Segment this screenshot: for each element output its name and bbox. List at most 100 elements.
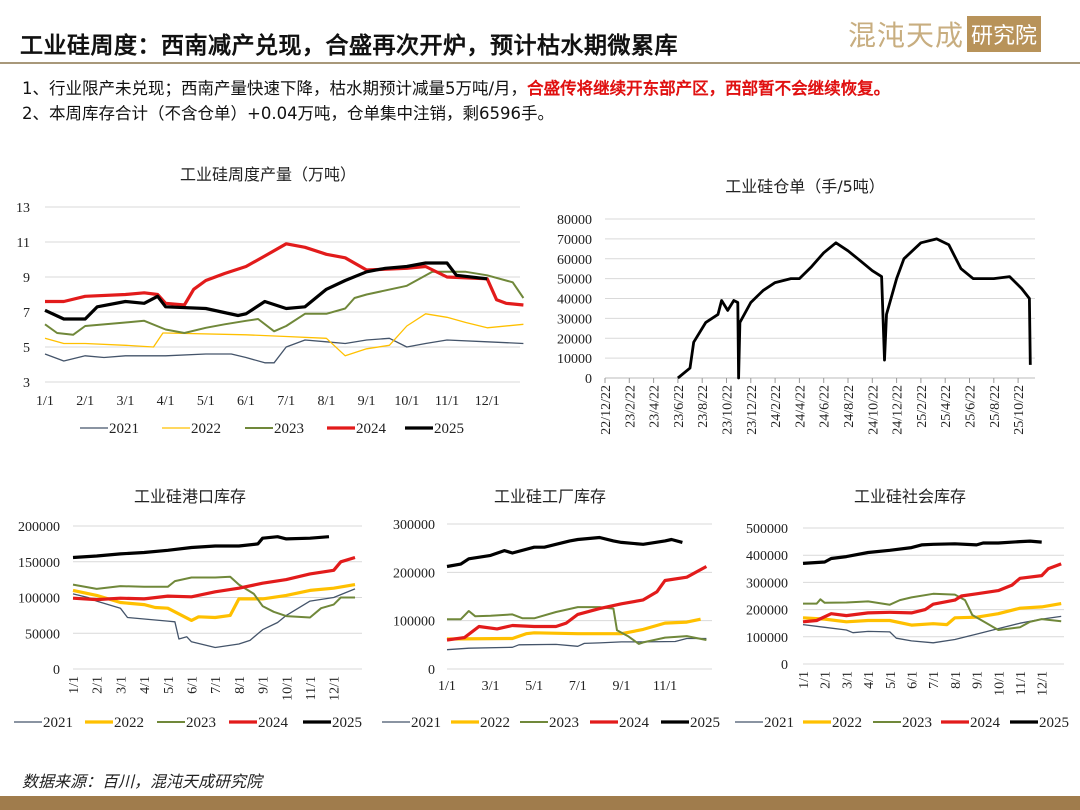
x-tick-label: 12/1 bbox=[328, 676, 343, 701]
x-tick-label: 23/10/22 bbox=[721, 385, 736, 435]
x-tick-label: 1/1 bbox=[438, 679, 456, 694]
x-tick-label: 24/12/22 bbox=[891, 385, 906, 435]
x-tick-label: 9/1 bbox=[612, 679, 630, 694]
series-line-2022 bbox=[802, 602, 1062, 627]
chart-production: 工业硅周度产量（万吨） 3 5 7 9 11 13 1/1 2/1 3/1 4/1 5/1 6/1 7/1… bbox=[16, 165, 525, 437]
chart-factory: 工业硅工厂库存 0 100000 200000 300000 1/1 3/1 5/1 7/1 9/… bbox=[382, 487, 720, 731]
x-tick-label: 12/1 bbox=[475, 394, 500, 409]
chart-title: 工业硅社会库存 bbox=[854, 487, 966, 506]
series-line-2022 bbox=[44, 313, 524, 357]
y-tick-label: 3 bbox=[23, 376, 30, 391]
x-tick-label: 2/1 bbox=[76, 394, 94, 409]
header-divider bbox=[0, 62, 1080, 64]
logo-brand: 混沌天成 bbox=[848, 19, 965, 52]
y-tick-label: 5 bbox=[23, 341, 30, 356]
legend-label: 2021 bbox=[43, 715, 73, 731]
x-tick-label: 4/1 bbox=[157, 394, 175, 409]
y-tick-label: 0 bbox=[781, 658, 788, 673]
x-tick-label: 10/1 bbox=[394, 394, 419, 409]
chart-title: 工业硅工厂库存 bbox=[494, 487, 606, 506]
legend-label: 2025 bbox=[690, 715, 720, 731]
x-tick-label: 24/10/22 bbox=[866, 385, 881, 435]
x-tick-label: 22/12/22 bbox=[599, 385, 614, 435]
series-line-2023 bbox=[803, 592, 1062, 631]
x-tick-label: 23/2/22 bbox=[623, 385, 638, 428]
note-1-highlight: 合盛传将继续开东部产区，西部暂不会继续恢复。 bbox=[527, 79, 891, 98]
x-tick-label: 3/1 bbox=[114, 676, 129, 694]
y-tick-label: 100000 bbox=[18, 592, 60, 607]
x-tick-label: 5/1 bbox=[197, 394, 215, 409]
chart-social: 工业硅社会库存 0 100000 200000 300000 400000 500000 1/… bbox=[735, 487, 1069, 731]
y-tick-label: 500000 bbox=[746, 522, 788, 537]
note-1-text: 1、行业限产未兑现；西南产量快速下降，枯水期预计减量5万吨/月， bbox=[22, 79, 528, 98]
x-tick-label: 10/1 bbox=[280, 676, 295, 701]
x-tick-label: 2/1 bbox=[91, 676, 106, 694]
logo: 混沌天成 研究院 bbox=[848, 14, 1042, 54]
y-tick-label: 30000 bbox=[557, 312, 592, 327]
series-line-2024 bbox=[72, 555, 356, 602]
logo-box: 研究院 bbox=[967, 16, 1042, 52]
legend-label: 2023 bbox=[186, 715, 216, 731]
x-tick-label: 9/1 bbox=[358, 394, 376, 409]
series-line-2021 bbox=[44, 337, 524, 364]
page-title: 工业硅周度：西南减产兑现，合盛再次开炉，预计枯水期微累库 bbox=[20, 33, 678, 59]
note-1: 1、行业限产未兑现；西南产量快速下降，枯水期预计减量5万吨/月，合盛传将继续开东… bbox=[22, 76, 1052, 101]
x-tick-label: 11/1 bbox=[653, 679, 677, 694]
x-tick-label: 6/1 bbox=[906, 671, 921, 689]
y-tick-label: 50000 bbox=[25, 627, 60, 642]
x-tick-label: 2/1 bbox=[819, 671, 834, 689]
legend-label: 2025 bbox=[434, 421, 464, 437]
x-tick-label: 1/1 bbox=[797, 671, 812, 689]
series-line-2025 bbox=[446, 535, 683, 569]
x-tick-label: 25/8/22 bbox=[988, 385, 1003, 428]
x-tick-label: 3/1 bbox=[482, 679, 500, 694]
series-line-2025 bbox=[44, 261, 488, 321]
y-tick-label: 60000 bbox=[557, 253, 592, 268]
x-tick-label: 24/6/22 bbox=[818, 385, 833, 428]
y-tick-label: 9 bbox=[23, 271, 30, 286]
x-tick-label: 4/1 bbox=[138, 676, 153, 694]
x-tick-label: 4/1 bbox=[862, 671, 877, 689]
x-tick-label: 3/1 bbox=[116, 394, 134, 409]
legend-label: 2023 bbox=[549, 715, 579, 731]
y-tick-label: 40000 bbox=[557, 293, 592, 308]
x-tick-label: 11/1 bbox=[1014, 671, 1029, 695]
y-tick-label: 300000 bbox=[746, 576, 788, 591]
y-tick-label: 200000 bbox=[746, 604, 788, 619]
x-tick-label: 8/1 bbox=[317, 394, 335, 409]
y-tick-label: 13 bbox=[16, 201, 30, 216]
chart-title: 工业硅港口库存 bbox=[134, 487, 246, 506]
x-tick-label: 7/1 bbox=[569, 679, 587, 694]
x-tick-label: 23/8/22 bbox=[696, 385, 711, 428]
x-tick-label: 25/6/22 bbox=[964, 385, 979, 428]
x-tick-label: 3/1 bbox=[840, 671, 855, 689]
chart-warrants: 工业硅仓单（手/5吨） 0 10000 20000 30000 40000 50000 600… bbox=[557, 177, 1035, 435]
x-tick-label: 7/1 bbox=[277, 394, 295, 409]
series-line-2023 bbox=[72, 575, 355, 619]
legend-label: 2025 bbox=[1039, 715, 1069, 731]
y-tick-label: 20000 bbox=[557, 332, 592, 347]
series-line-2023 bbox=[447, 606, 707, 645]
series-line-2025 bbox=[802, 539, 1042, 565]
y-tick-label: 0 bbox=[585, 372, 592, 387]
y-tick-label: 11 bbox=[17, 236, 30, 251]
series-line-2021 bbox=[802, 615, 1062, 644]
y-tick-label: 10000 bbox=[557, 352, 592, 367]
x-tick-label: 24/8/22 bbox=[842, 385, 857, 428]
data-source: 数据来源：百川，混沌天成研究院 bbox=[22, 772, 263, 791]
x-tick-label: 24/4/22 bbox=[793, 385, 808, 428]
y-tick-label: 80000 bbox=[557, 213, 592, 228]
series-line-2024 bbox=[45, 242, 524, 307]
legend-label: 2022 bbox=[832, 715, 862, 731]
x-tick-label: 23/4/22 bbox=[648, 385, 663, 428]
x-tick-label: 11/1 bbox=[435, 394, 459, 409]
x-tick-label: 8/1 bbox=[949, 671, 964, 689]
chart-port: 工业硅港口库存 0 50000 100000 150000 200000 1/1 2/1 3/1… bbox=[14, 487, 362, 731]
y-tick-label: 100000 bbox=[393, 615, 435, 630]
y-tick-label: 0 bbox=[53, 663, 60, 678]
x-tick-label: 5/1 bbox=[884, 671, 899, 689]
x-tick-label: 1/1 bbox=[36, 394, 54, 409]
footer-bar bbox=[0, 796, 1080, 810]
